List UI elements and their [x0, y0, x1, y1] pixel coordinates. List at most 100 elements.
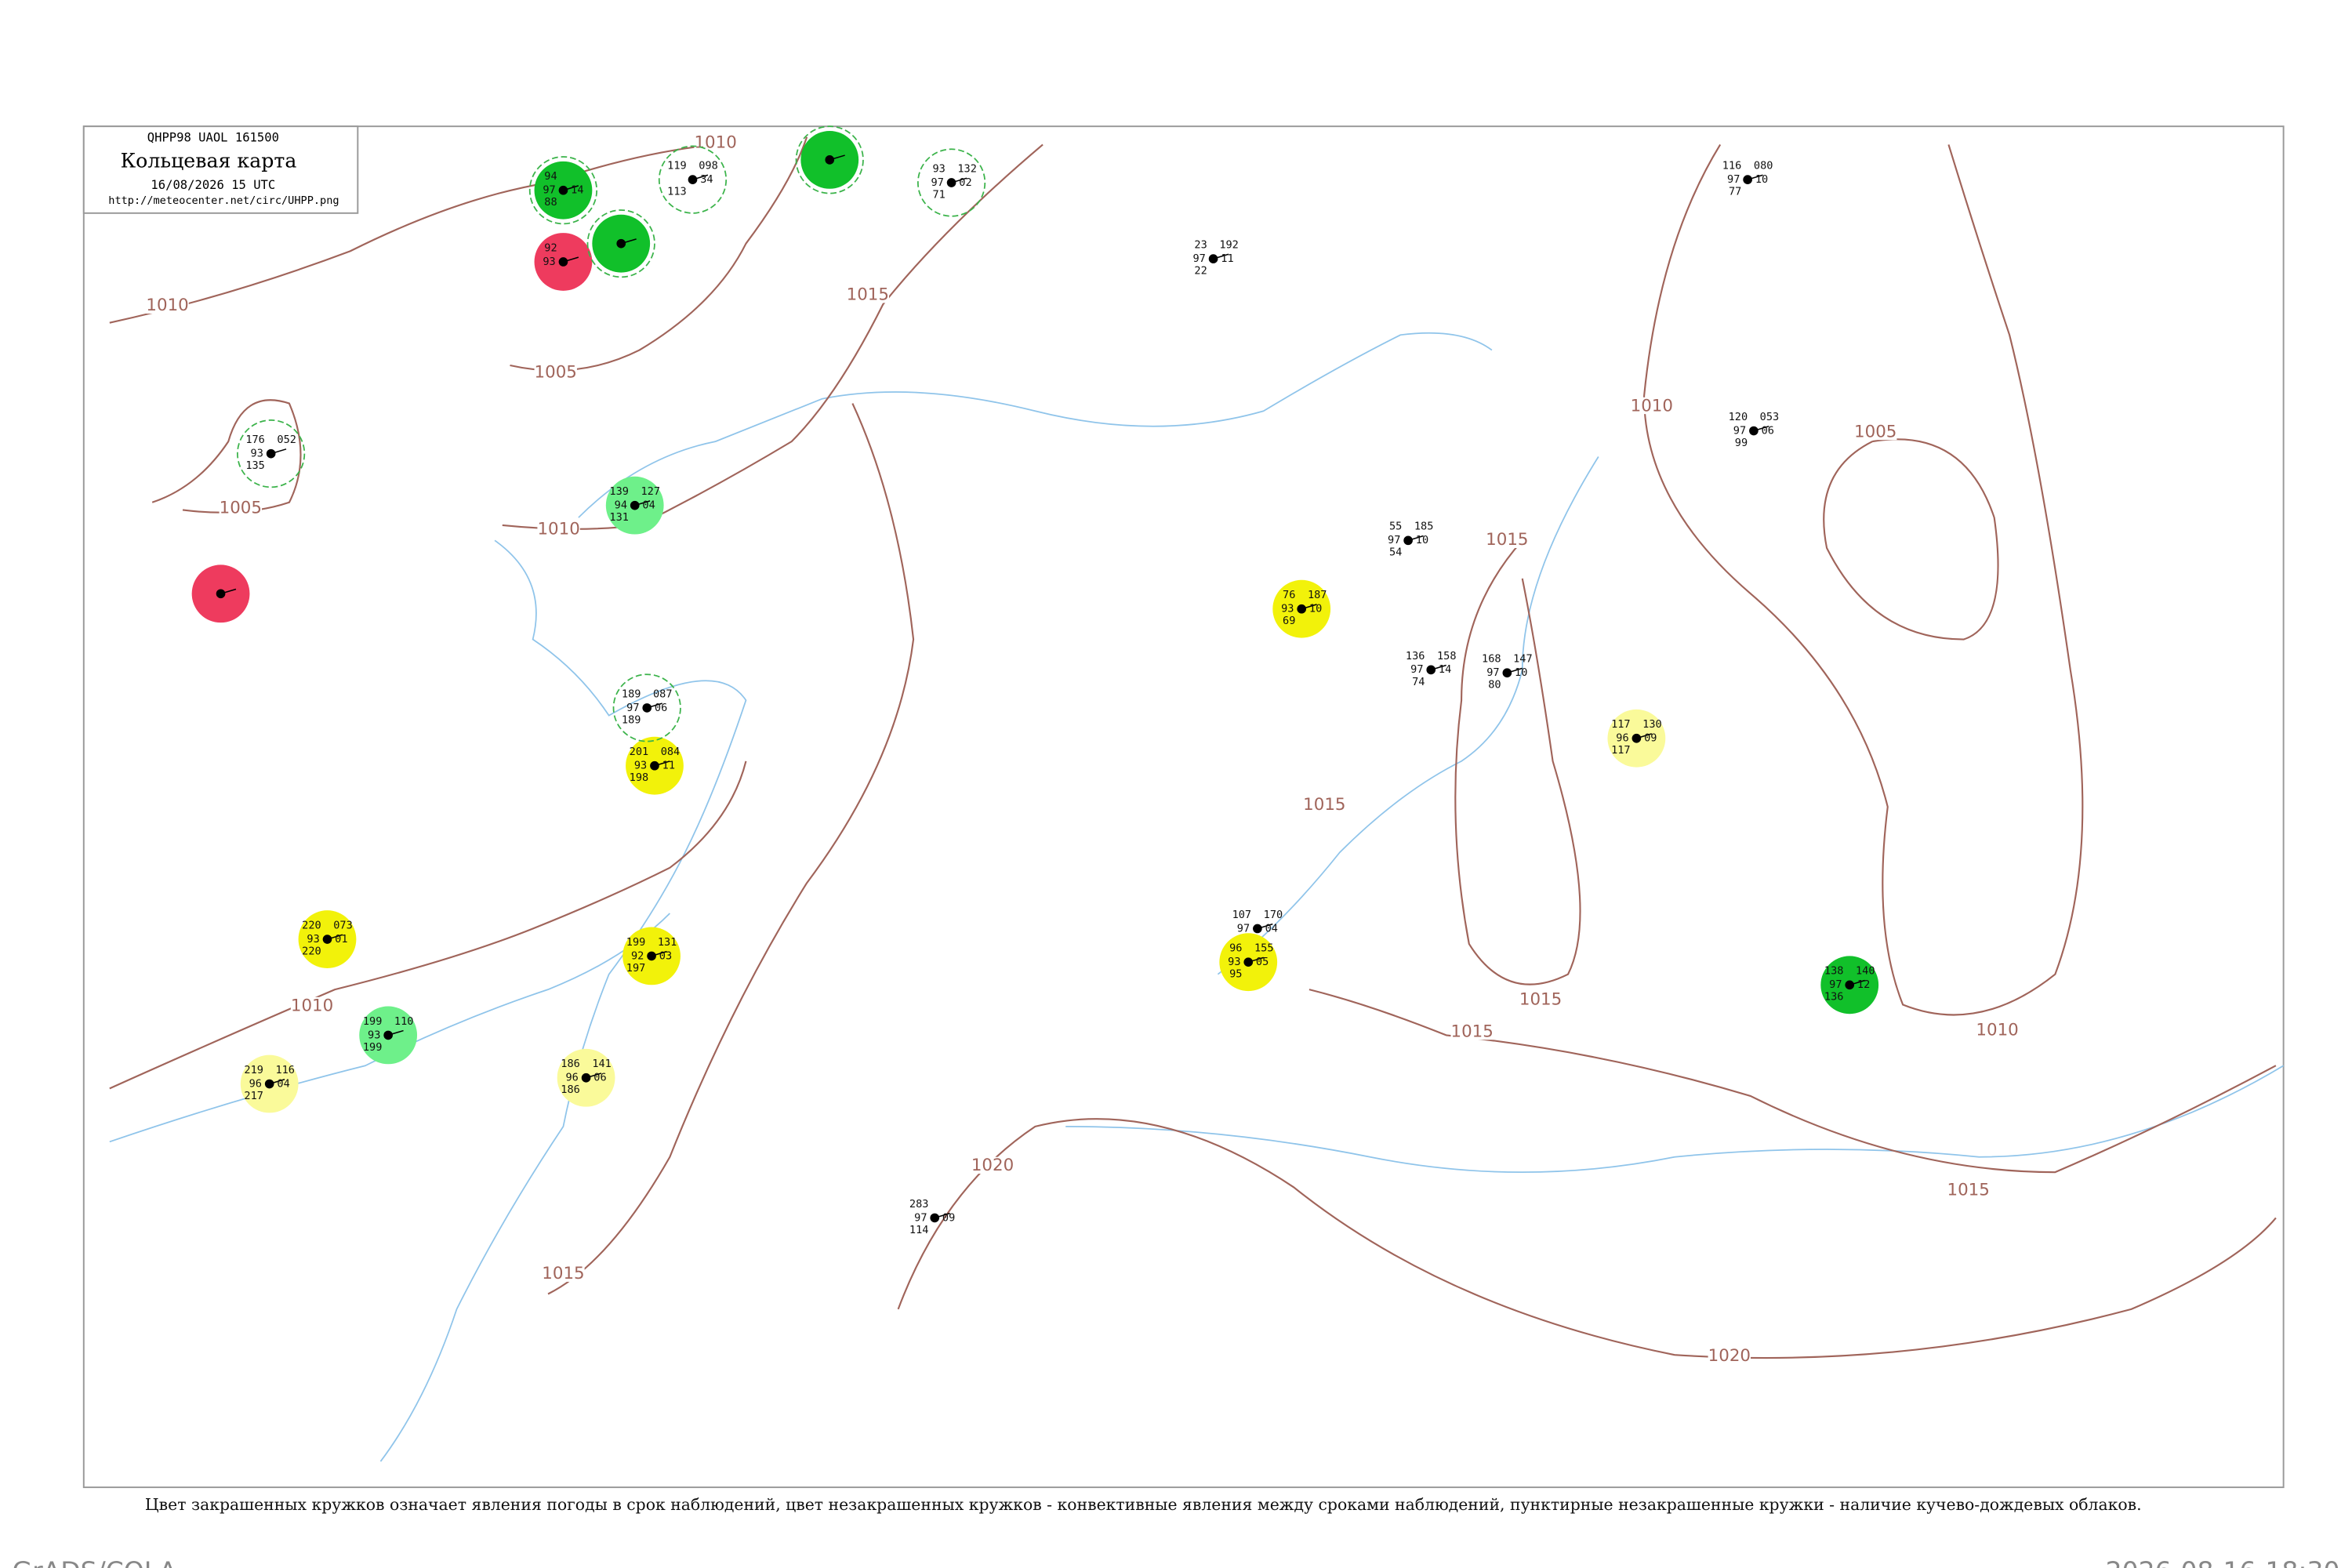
isobar [547, 403, 915, 1295]
station: 189 087 97 06 189 [612, 673, 681, 742]
wind-barb [621, 238, 637, 245]
station-tr: 155 [1254, 942, 1274, 955]
isobar-label: 1010 [537, 520, 579, 539]
station-tl: 120 [1729, 411, 1748, 423]
isobar-label-bg [694, 133, 737, 151]
header-title: Кольцевая карта [121, 150, 297, 172]
station-tl: 138 [1824, 965, 1844, 978]
station-mr: 11 [662, 760, 675, 772]
station-tr: 130 [1642, 718, 1662, 731]
station: 120 053 97 06 99 [1729, 411, 1780, 449]
isobar-label: 1020 [1708, 1346, 1751, 1366]
station-bl: 54 [1389, 546, 1402, 559]
isobar-label-bg [1519, 991, 1563, 1008]
isobar-label: 1015 [1519, 990, 1562, 1010]
wind-barb [563, 185, 579, 191]
wind-barb [829, 154, 845, 161]
station-mr: 01 [335, 933, 347, 946]
station-ml: 97 [1388, 534, 1400, 546]
isobar [502, 143, 1044, 530]
station-bl: 199 [363, 1041, 383, 1054]
station: 107 170 97 04 [1232, 909, 1283, 935]
isobar-label-bg [1854, 423, 1897, 441]
station-ml: 97 [626, 702, 639, 714]
wind-barb [647, 702, 662, 709]
station-ring [528, 156, 598, 225]
station-tr: 053 [1760, 411, 1780, 423]
station-tr: 131 [658, 936, 677, 949]
station-mr: 34 [700, 173, 713, 186]
coast [1065, 1065, 2285, 1174]
station-ml: 92 [631, 949, 644, 962]
isobar-label-bg [1486, 531, 1529, 549]
wind-barb [1747, 174, 1763, 180]
station-ml: 93 [307, 933, 319, 946]
station-ring [612, 673, 681, 742]
station-mr: 09 [942, 1211, 955, 1224]
station-dot [930, 1213, 940, 1223]
station-tr: 087 [653, 688, 673, 700]
isobar-label-bg [1450, 1022, 1494, 1040]
station-ml: 93 [1281, 603, 1294, 615]
station-mr: 11 [1221, 252, 1233, 265]
station-bl: 217 [244, 1090, 263, 1102]
station-ml: 97 [914, 1211, 927, 1224]
station-dot [1845, 980, 1855, 990]
station-tr: 192 [1219, 239, 1239, 252]
wind-barb [935, 1212, 950, 1219]
isobar-label-bg [1947, 1181, 1990, 1199]
station-mr: 10 [1416, 534, 1428, 546]
station-tr: 141 [592, 1058, 612, 1070]
isobar-label: 1005 [1854, 422, 1896, 441]
isobar-label-bg [971, 1156, 1014, 1174]
station-bl: 220 [302, 945, 321, 957]
caption: Цвет закрашенных кружков означает явлени… [145, 1495, 2142, 1514]
station [586, 209, 655, 278]
station-ml: 97 [1237, 922, 1250, 935]
station-bl: 77 [1729, 186, 1741, 198]
station-tl: 189 [622, 688, 641, 700]
station-tl: 107 [1232, 909, 1252, 921]
station-bl: 198 [630, 771, 649, 784]
station-ring [237, 419, 306, 488]
station-tr: 127 [641, 485, 660, 498]
station [191, 564, 250, 623]
station-mr: 10 [1755, 173, 1768, 186]
station-ml: 97 [1410, 663, 1423, 676]
station-mr: 04 [642, 499, 655, 512]
header-time: 16/08/2026 15 UTC [151, 178, 275, 192]
wind-barb [1213, 253, 1229, 260]
station-dot [650, 760, 659, 771]
station-mr: 10 [1515, 666, 1527, 679]
station-bl: 131 [609, 511, 629, 524]
station-ml: 93 [368, 1029, 380, 1041]
station: 220 073 93 01 220 [298, 910, 357, 968]
station-dot [322, 935, 332, 944]
station-mr: 04 [1265, 922, 1278, 935]
isobar-label: 1010 [1976, 1020, 2018, 1040]
isobar-label-bg [1630, 397, 1673, 415]
station-tl: 199 [626, 936, 646, 949]
station-bl: 95 [1229, 968, 1242, 981]
wind-barb [634, 500, 651, 506]
station-dot [1749, 426, 1759, 436]
station-tr: 140 [1856, 965, 1875, 978]
wind-barb [951, 177, 967, 183]
wind-barb [327, 934, 343, 940]
station-tr: 073 [333, 919, 353, 931]
station: 93 132 97 02 71 [917, 148, 986, 217]
isobar-label: 1015 [847, 285, 889, 305]
station-ring [658, 145, 728, 214]
wind-barb [1849, 979, 1865, 986]
station-ml: 93 [634, 760, 647, 772]
wind-barb [1431, 664, 1446, 671]
wind-barb [1507, 667, 1523, 673]
wind-barb [270, 448, 287, 455]
wind-barb [1257, 923, 1273, 930]
station-mr: 02 [959, 176, 971, 189]
wind-barb [651, 950, 667, 957]
